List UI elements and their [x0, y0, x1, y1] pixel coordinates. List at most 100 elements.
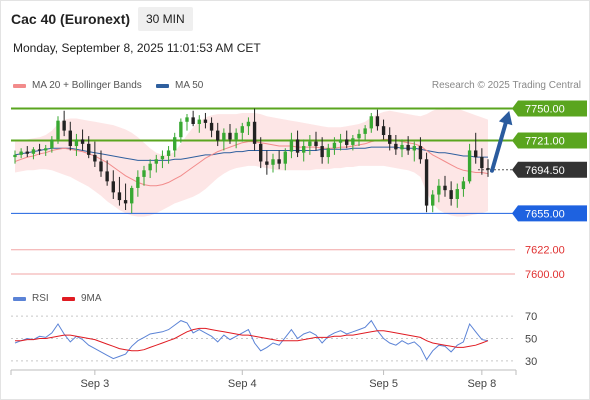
candle	[62, 110, 66, 137]
candle-body	[216, 130, 220, 141]
candle-body	[105, 171, 109, 182]
candle-body	[363, 128, 367, 134]
candle-body	[486, 168, 490, 170]
candle-body	[148, 163, 152, 171]
candle	[154, 154, 158, 173]
candle	[259, 137, 263, 169]
candle	[418, 137, 423, 164]
candle	[179, 118, 183, 143]
candle	[271, 153, 275, 173]
candle-body	[166, 150, 171, 156]
candle	[369, 112, 373, 133]
candle-body	[443, 185, 447, 191]
legend-swatch-ma50	[156, 83, 169, 88]
candle-body	[259, 143, 263, 162]
candle	[228, 123, 232, 144]
candle	[123, 183, 128, 211]
candle-body	[467, 150, 472, 182]
time-label-sep-5: Sep 5	[369, 378, 398, 390]
candle	[37, 143, 42, 155]
candle	[222, 128, 226, 151]
instrument-title: Cac 40 (Euronext)	[11, 11, 131, 27]
candle	[44, 144, 48, 156]
candle	[117, 176, 122, 206]
candle	[474, 132, 478, 164]
candle	[394, 135, 398, 155]
candle-body	[136, 176, 140, 188]
legend-swatch-9ma	[62, 296, 75, 301]
candle	[326, 143, 330, 164]
candle-body	[388, 135, 392, 144]
time-label-sep-8: Sep 8	[467, 378, 496, 390]
bollinger-band-area	[15, 107, 488, 217]
price-label-7655.00: 7655.00	[525, 208, 565, 220]
price-tag-7655.00	[512, 205, 587, 222]
candle	[338, 133, 343, 151]
legend-ma50: MA 50	[156, 80, 203, 91]
candle	[455, 183, 459, 208]
candle	[381, 119, 386, 140]
candle	[480, 148, 484, 175]
candle	[388, 127, 392, 151]
candle-body	[314, 141, 318, 147]
candle-body	[160, 155, 165, 160]
interval-button[interactable]: 30 MIN	[138, 7, 193, 31]
candle-body	[277, 159, 281, 164]
candle	[130, 185, 134, 214]
candle	[289, 132, 294, 159]
timestamp: Monday, September 8, 2025 11:01:53 AM CE…	[13, 41, 261, 55]
time-label-sep-3: Sep 3	[80, 378, 109, 390]
candle	[209, 117, 214, 138]
legend-swatch-rsi	[13, 296, 26, 301]
candle-body	[455, 189, 459, 199]
candle-body	[265, 161, 269, 165]
candle-body	[222, 132, 226, 141]
candle-body	[437, 185, 441, 195]
candle	[185, 114, 189, 131]
candle-body	[369, 116, 373, 129]
candle	[197, 115, 201, 133]
candle	[93, 141, 97, 167]
candle	[400, 139, 404, 158]
candle	[105, 160, 109, 186]
candle	[332, 137, 337, 155]
candle-body	[80, 139, 85, 144]
candle	[375, 109, 380, 131]
candle-body	[173, 137, 177, 151]
price-tag-7721.00	[512, 132, 587, 149]
candle	[449, 181, 453, 206]
candle-body	[87, 143, 91, 155]
rsi-tick-30: 30	[525, 356, 537, 368]
candle	[265, 150, 269, 175]
candle-body	[461, 181, 466, 190]
candle	[412, 141, 416, 162]
candle-body	[13, 154, 17, 158]
candle-body	[449, 190, 453, 199]
time-axis: Sep 3 Sep 4 Sep 5 Sep 8	[10, 369, 517, 390]
candle-body	[320, 146, 324, 158]
candle	[314, 131, 318, 151]
candle-body	[25, 151, 29, 154]
candle-body	[394, 143, 398, 150]
candle-body	[357, 133, 361, 139]
candle	[142, 165, 146, 186]
price-label-7750.00: 7750.00	[525, 104, 565, 116]
candle	[31, 147, 36, 160]
candle	[406, 136, 410, 155]
candle	[308, 135, 312, 155]
candle-body	[289, 139, 294, 152]
candle	[160, 150, 165, 169]
candle-body	[74, 139, 79, 147]
candle	[363, 125, 367, 141]
candle	[19, 148, 23, 159]
candle-body	[203, 119, 208, 123]
legend-9ma: 9MA	[62, 293, 102, 304]
price-label-7600.00: 7600.00	[525, 269, 565, 281]
9ma-line	[15, 327, 489, 352]
bollinger-band-fill	[15, 107, 488, 217]
candle-body	[351, 138, 355, 145]
candle-body	[31, 149, 36, 154]
candle	[173, 132, 177, 158]
candle-body	[117, 192, 122, 201]
